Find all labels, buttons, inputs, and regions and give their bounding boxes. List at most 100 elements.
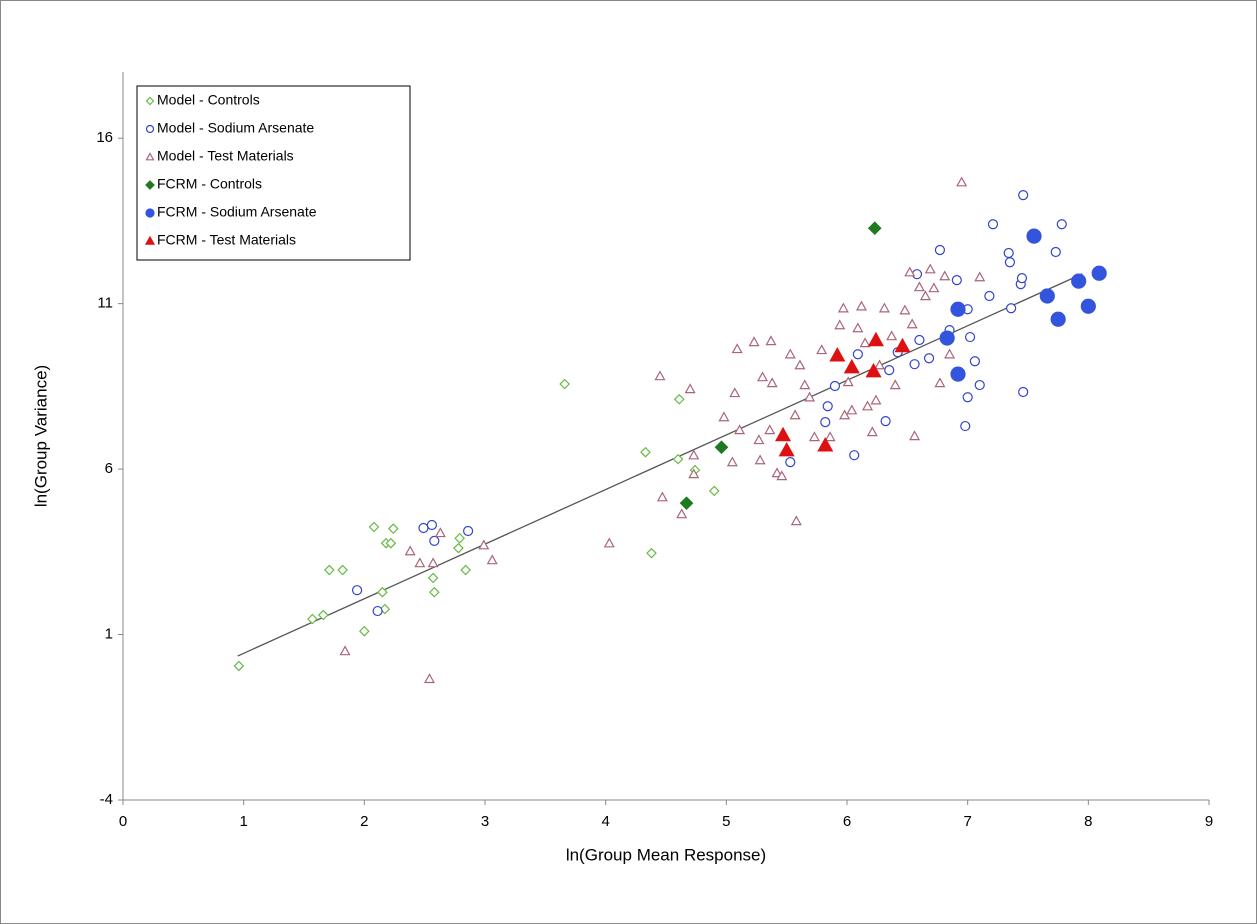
point [939, 330, 955, 346]
legend-label: Model - Controls [157, 92, 260, 108]
legend-marker [144, 235, 156, 245]
point [870, 394, 882, 405]
point [987, 219, 999, 230]
point [785, 457, 796, 468]
y-tick-label: 1 [105, 626, 113, 643]
point [904, 266, 916, 277]
point [1039, 288, 1055, 304]
point [1003, 247, 1014, 259]
point [339, 645, 351, 656]
point [923, 353, 935, 364]
point [708, 485, 720, 497]
point [960, 420, 971, 432]
point [834, 319, 846, 330]
point [909, 359, 920, 370]
point [784, 348, 796, 359]
point [765, 335, 777, 346]
point [884, 365, 895, 376]
point [423, 673, 436, 684]
x-tick-label: 1 [239, 813, 247, 830]
point [804, 391, 816, 402]
x-tick-label: 9 [1205, 813, 1213, 830]
point [434, 527, 446, 538]
y-axis-title: ln(Group Variance) [31, 365, 50, 507]
point [866, 426, 878, 437]
point [1006, 303, 1017, 314]
point [307, 613, 318, 625]
point [377, 586, 388, 598]
point [867, 331, 884, 347]
point [852, 322, 864, 333]
point [775, 426, 792, 442]
point [839, 409, 851, 420]
point [771, 467, 783, 478]
point [460, 564, 472, 576]
point [950, 301, 966, 317]
point [843, 358, 860, 374]
point [778, 441, 795, 457]
point [829, 347, 846, 362]
point [684, 383, 696, 394]
point [951, 275, 962, 286]
point [837, 302, 849, 313]
point [676, 508, 688, 519]
point [385, 537, 397, 549]
point [934, 244, 946, 256]
x-tick-label: 5 [722, 813, 730, 830]
point [688, 449, 700, 460]
x-tick-label: 0 [119, 813, 127, 830]
x-axis-title: ln(Group Mean Response) [566, 845, 766, 864]
point [874, 359, 886, 370]
point [909, 430, 921, 441]
legend-marker [145, 124, 155, 134]
point [899, 304, 911, 315]
point [718, 411, 730, 422]
point [1080, 298, 1096, 314]
point [729, 387, 741, 398]
point [974, 271, 986, 282]
legend-label: Model - Test Materials [157, 148, 294, 164]
point [790, 515, 802, 526]
point [1016, 273, 1028, 284]
point [714, 440, 729, 455]
legend-marker [145, 180, 155, 190]
point [842, 376, 854, 387]
point [418, 522, 429, 534]
point [950, 366, 966, 382]
point [939, 270, 951, 281]
point [794, 359, 806, 370]
point [766, 377, 778, 388]
point [387, 523, 399, 535]
point [849, 450, 860, 461]
x-tick-label: 7 [963, 813, 971, 830]
point [559, 378, 570, 390]
point [867, 221, 882, 236]
point [964, 331, 976, 343]
point [974, 379, 985, 391]
point [673, 393, 685, 405]
point [984, 290, 995, 302]
point [688, 468, 700, 479]
point [956, 176, 968, 187]
point [731, 343, 743, 354]
point [914, 334, 925, 346]
point [337, 564, 348, 576]
point [478, 539, 490, 550]
point [1018, 189, 1029, 201]
point [820, 417, 831, 428]
point [776, 470, 788, 481]
point [822, 401, 833, 412]
point [962, 392, 973, 403]
x-tick-label: 6 [843, 813, 851, 830]
point [358, 625, 370, 637]
point [372, 605, 383, 617]
point [1056, 219, 1067, 230]
y-tick-label: -4 [100, 791, 113, 808]
legend-label: FCRM - Controls [157, 176, 262, 192]
point [646, 547, 657, 559]
point [944, 348, 956, 359]
point [855, 300, 867, 311]
point [889, 379, 901, 390]
point [368, 521, 380, 533]
